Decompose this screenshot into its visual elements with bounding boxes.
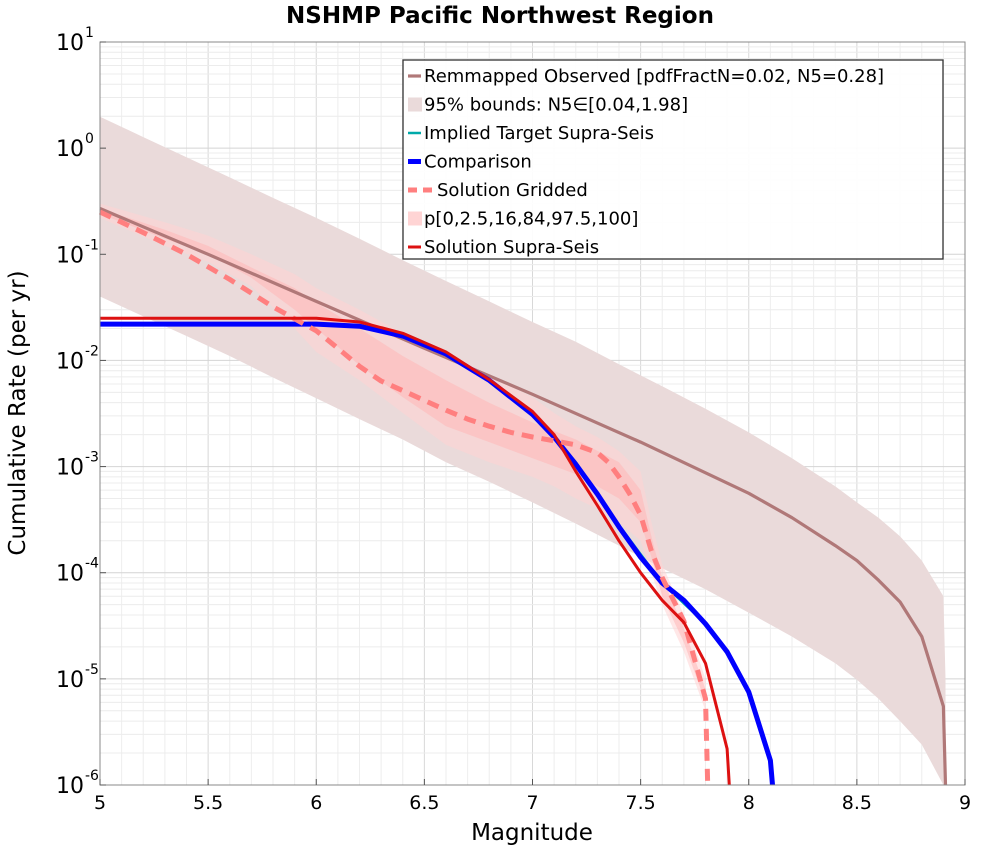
y-tick-exponent: -5 bbox=[85, 662, 99, 678]
x-tick-label: 6.5 bbox=[409, 792, 439, 814]
y-tick-exponent: -1 bbox=[85, 237, 99, 253]
series-line-0 bbox=[99, 207, 948, 786]
x-tick-label: 8.5 bbox=[842, 792, 872, 814]
y-tick-exponent: 1 bbox=[85, 25, 94, 41]
x-tick-label: 5.5 bbox=[193, 792, 223, 814]
legend-label: Solution Supra-Seis bbox=[424, 237, 599, 258]
series-line-2 bbox=[100, 321, 775, 786]
y-tick-label: 10 bbox=[56, 243, 84, 268]
x-axis-ticks: 5 5.5 6 6.5 7 7.5 8 8.5 9 bbox=[94, 779, 971, 814]
y-tick-label: 10 bbox=[56, 668, 84, 693]
legend-label: Comparison bbox=[424, 152, 532, 173]
y-tick-label: 10 bbox=[56, 562, 84, 587]
legend-swatch bbox=[408, 211, 422, 226]
x-tick-label: 7 bbox=[526, 792, 538, 814]
y-axis-title: Cumulative Rate (per yr) bbox=[5, 270, 31, 555]
y-tick-exponent: -2 bbox=[85, 343, 99, 359]
legend: Remmapped Observed [pdfFractN=0.02, N5=0… bbox=[402, 59, 944, 260]
series-lines bbox=[98, 207, 948, 786]
legend-swatch bbox=[408, 97, 422, 112]
x-tick-label: 7.5 bbox=[626, 792, 656, 814]
band-2 bbox=[100, 208, 706, 703]
legend-label: 95% bounds: N5∈[0.04,1.98] bbox=[424, 95, 688, 116]
x-tick-label: 9 bbox=[959, 792, 971, 814]
x-axis-title: Magnitude bbox=[471, 820, 593, 846]
legend-label: Implied Target Supra-Seis bbox=[424, 123, 654, 144]
series-line-4 bbox=[100, 316, 731, 786]
legend-box bbox=[402, 59, 944, 260]
chart-title: NSHMP Pacific Northwest Region bbox=[286, 3, 714, 29]
y-tick-label: 10 bbox=[56, 349, 84, 374]
y-tick-exponent: 0 bbox=[85, 131, 94, 147]
y-tick-exponent: -3 bbox=[85, 450, 99, 466]
y-tick-exponent: -6 bbox=[85, 768, 99, 784]
x-tick-label: 8 bbox=[743, 792, 755, 814]
y-tick-exponent: -4 bbox=[85, 556, 99, 572]
x-tick-label: 6 bbox=[310, 792, 322, 814]
x-tick-label: 5 bbox=[94, 792, 106, 814]
y-tick-label: 10 bbox=[56, 31, 84, 56]
legend-label: Solution Gridded bbox=[437, 180, 588, 201]
legend-label: p[0,2.5,16,84,97.5,100] bbox=[424, 209, 638, 230]
confidence-bands bbox=[100, 116, 946, 785]
y-tick-label: 10 bbox=[56, 456, 84, 481]
y-tick-label: 10 bbox=[56, 774, 84, 799]
y-tick-label: 10 bbox=[56, 137, 84, 162]
legend-label: Remmapped Observed [pdfFractN=0.02, N5=0… bbox=[424, 66, 884, 87]
